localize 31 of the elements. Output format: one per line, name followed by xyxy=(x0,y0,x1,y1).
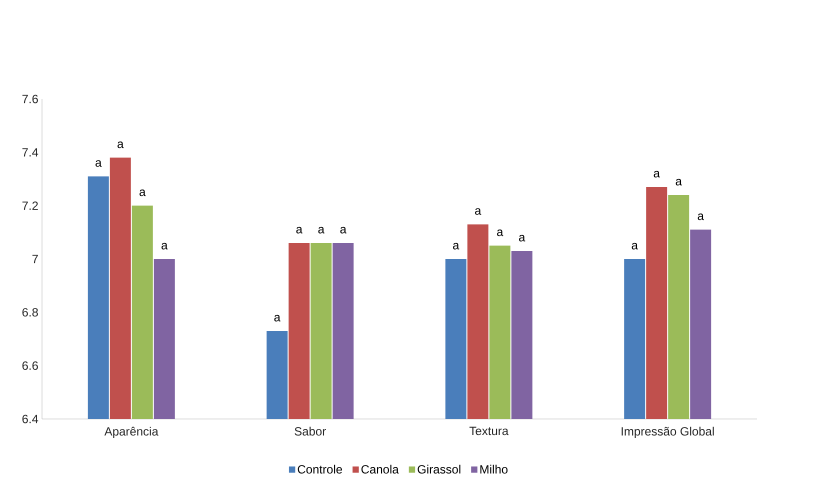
legend-label: Girassol xyxy=(418,464,460,474)
data-label: a xyxy=(318,226,324,234)
legend-label: Milho xyxy=(480,464,508,474)
x-tick-label: Impressão Global xyxy=(622,426,714,438)
legend-label: Controle xyxy=(298,464,342,474)
data-label: a xyxy=(632,242,638,250)
y-tick-label: 7 xyxy=(32,254,38,264)
data-label: a xyxy=(96,160,102,167)
y-tick-label: 7.4 xyxy=(22,148,38,156)
data-label: a xyxy=(453,242,460,250)
data-label: a xyxy=(274,314,280,322)
y-tick-label: 7.6 xyxy=(22,94,38,104)
x-tick-label: Aparência xyxy=(104,426,158,438)
y-tick-label: 7.2 xyxy=(22,201,38,210)
data-label: a xyxy=(698,214,704,220)
y-tick-label: 6.4 xyxy=(22,414,38,424)
data-label: a xyxy=(162,242,168,250)
y-tick-label: 6.8 xyxy=(22,308,38,317)
data-label: a xyxy=(519,234,526,242)
data-label: a xyxy=(497,230,504,236)
y-tick-label: 6.6 xyxy=(22,361,38,370)
x-tick-label: Sabor xyxy=(294,426,326,436)
data-label: a xyxy=(296,226,302,234)
legend-label: Canola xyxy=(361,464,399,474)
x-tick-label: Textura xyxy=(469,426,509,436)
data-label: a xyxy=(340,226,346,234)
data-label: a xyxy=(118,142,124,148)
data-label: a xyxy=(475,208,482,215)
data-label: a xyxy=(140,190,146,196)
data-label: a xyxy=(654,170,660,178)
data-label: a xyxy=(676,178,682,186)
